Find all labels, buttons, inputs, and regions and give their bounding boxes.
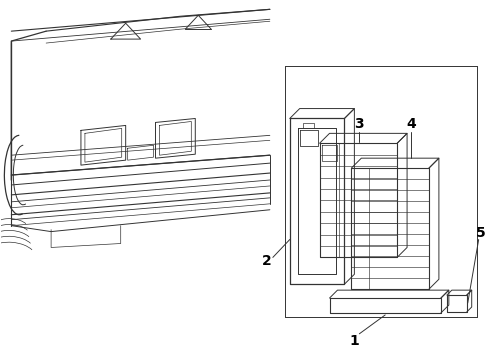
- Text: 1: 1: [349, 334, 359, 348]
- Text: 2: 2: [262, 255, 272, 268]
- Text: 5: 5: [476, 226, 486, 240]
- Text: 4: 4: [406, 117, 416, 131]
- Text: 3: 3: [355, 117, 364, 131]
